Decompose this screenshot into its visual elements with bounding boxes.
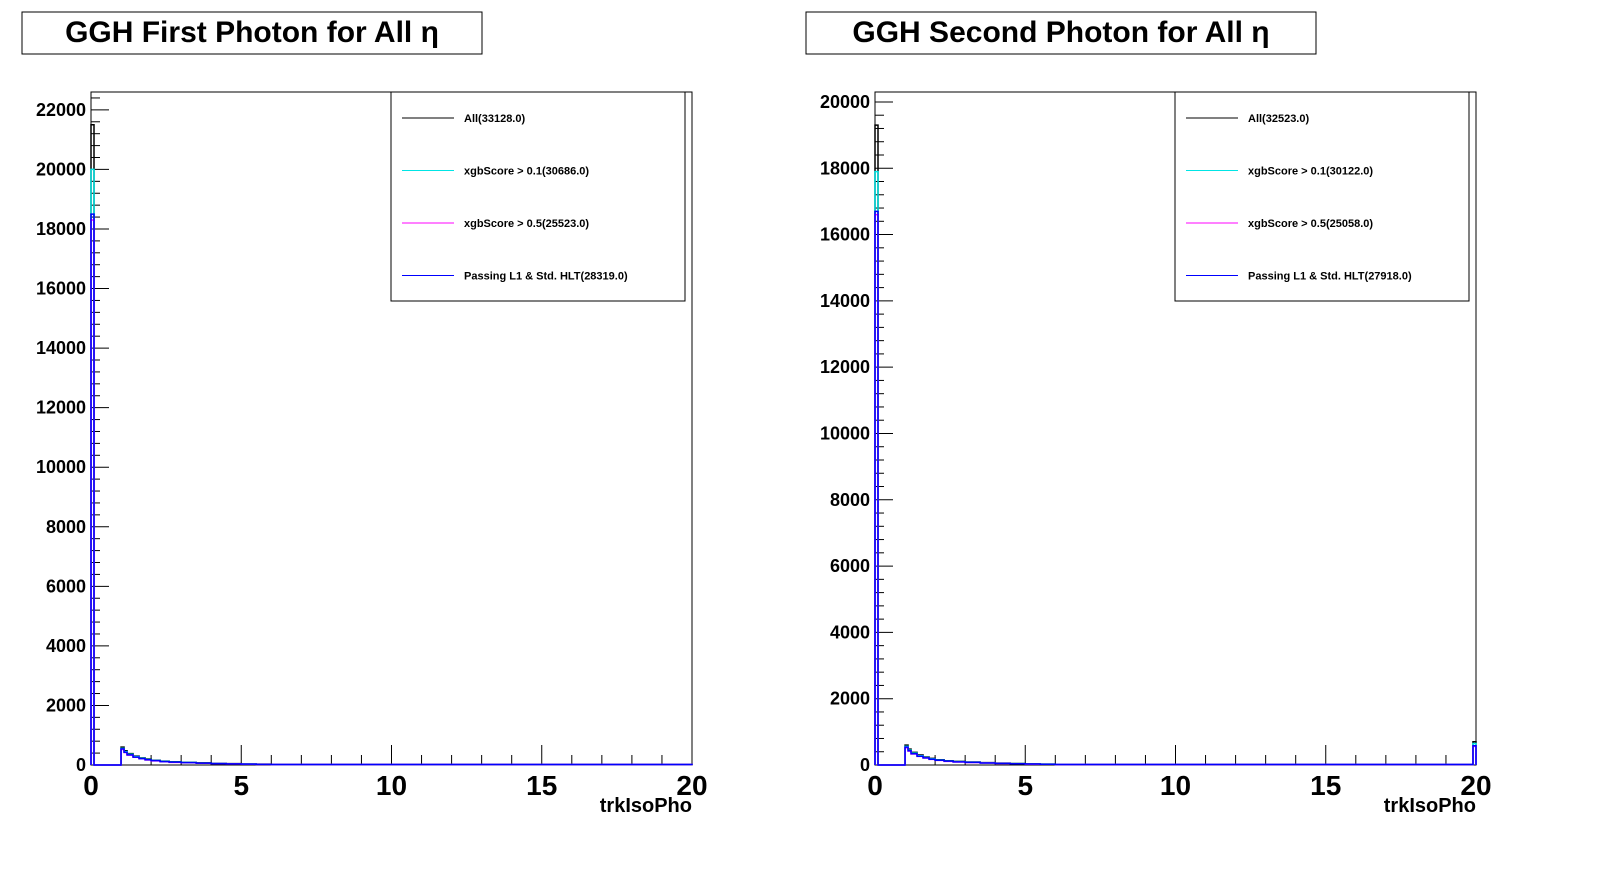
x-tick-label: 5 — [233, 770, 249, 801]
legend-entry-3: xgbScore > 0.5(25058.0) — [1248, 218, 1373, 230]
y-tick-label: 14000 — [820, 291, 870, 311]
y-tick-label: 0 — [76, 755, 86, 775]
x-tick-label: 20 — [676, 770, 707, 801]
legend-entry-4: Passing L1 & Std. HLT(28319.0) — [464, 271, 628, 283]
title-box — [21, 11, 483, 55]
x-axis-label: trkIsoPho — [600, 795, 692, 817]
legend-box — [390, 91, 686, 302]
x-tick-label: 10 — [376, 770, 407, 801]
series-line-4 — [90, 213, 693, 766]
x-tick-label: 15 — [1310, 770, 1341, 801]
y-tick-label: 16000 — [36, 279, 86, 299]
y-tick-label: 10000 — [820, 423, 870, 443]
y-tick-label: 8000 — [46, 517, 86, 537]
chart-title: GGH Second Photon for All η — [852, 16, 1269, 49]
y-tick-label: 14000 — [36, 338, 86, 358]
legend-entry-2: xgbScore > 0.1(30686.0) — [464, 166, 589, 178]
y-tick-label: 6000 — [46, 576, 86, 596]
y-tick-label: 20000 — [36, 159, 86, 179]
title-box — [805, 11, 1317, 55]
legend-entry-2: xgbScore > 0.1(30122.0) — [1248, 166, 1373, 178]
legend-entry-3: xgbScore > 0.5(25523.0) — [464, 218, 589, 230]
y-tick-label: 18000 — [36, 219, 86, 239]
y-tick-label: 10000 — [36, 457, 86, 477]
series-line-4 — [874, 210, 1477, 766]
y-tick-label: 4000 — [830, 622, 870, 642]
chart-panel-2: GGH Second Photon for All η 0 2000 4000 6000… — [805, 11, 1492, 817]
x-tick-label: 5 — [1017, 770, 1033, 801]
y-tick-label: 0 — [860, 755, 870, 775]
x-tick-label: 10 — [1160, 770, 1191, 801]
legend-entry-1: All(32523.0) — [1248, 113, 1309, 125]
x-axis-label: trkIsoPho — [1384, 795, 1476, 817]
x-tick-label: 0 — [867, 770, 883, 801]
x-tick-label: 15 — [526, 770, 557, 801]
series-line-3 — [90, 219, 693, 766]
x-tick-label: 20 — [1460, 770, 1491, 801]
legend-entry-1: All(33128.0) — [464, 113, 525, 125]
y-tick-label: 12000 — [820, 357, 870, 377]
legend-entry-4: Passing L1 & Std. HLT(27918.0) — [1248, 271, 1412, 283]
y-tick-label: 2000 — [46, 695, 86, 715]
y-tick-label: 6000 — [830, 556, 870, 576]
y-tick-label: 4000 — [46, 636, 86, 656]
y-tick-label: 16000 — [820, 225, 870, 245]
chart-title: GGH First Photon for All η — [65, 16, 439, 49]
y-tick-label: 8000 — [830, 490, 870, 510]
x-tick-label: 0 — [83, 770, 99, 801]
y-tick-label: 2000 — [830, 689, 870, 709]
y-tick-label: 20000 — [820, 92, 870, 112]
y-tick-label: 22000 — [36, 100, 86, 120]
y-tick-label: 18000 — [820, 158, 870, 178]
y-tick-label: 12000 — [36, 398, 86, 418]
chart-panel-1: GGH First Photon for All η 0 2000 4000 6000 8… — [21, 11, 708, 817]
legend-box — [1174, 91, 1470, 302]
